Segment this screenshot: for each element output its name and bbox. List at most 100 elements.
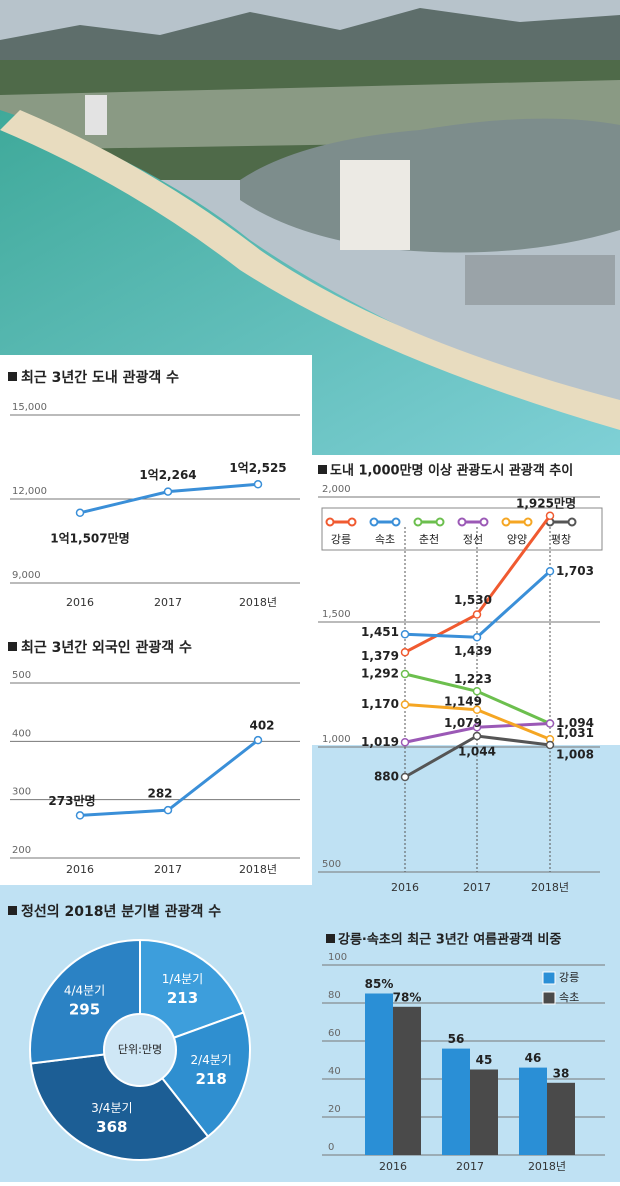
y-tick-label: 12,000: [12, 486, 47, 497]
slice-value: 218: [195, 1070, 226, 1088]
legend-label: 정선: [463, 533, 483, 546]
legend-swatch: [567, 517, 577, 527]
bar: [442, 1048, 470, 1155]
value-label: 1,292: [361, 667, 399, 681]
legend-label: 양양: [507, 533, 527, 546]
slice-value: 295: [69, 1001, 100, 1019]
y-tick-label: 400: [12, 728, 31, 739]
value-label: 38: [553, 1066, 570, 1080]
point: [400, 700, 410, 709]
value-label: 1,149: [444, 694, 482, 708]
legend-label: 강릉: [331, 533, 351, 546]
x-tick-label: 2017: [463, 881, 491, 894]
value-label: 1,008: [556, 748, 594, 762]
y-tick-label: 200: [12, 845, 31, 856]
value-label: 1,019: [361, 735, 399, 749]
bullet: [318, 465, 327, 474]
legend-swatch: [542, 971, 556, 985]
y-tick-label: 2,000: [322, 484, 351, 495]
slice-label: 3/4분기: [91, 1101, 132, 1115]
point: [400, 648, 410, 657]
chart-title: 최근 3년간 도내 관광객 수: [21, 369, 179, 386]
y-tick-label: 1,000: [322, 734, 351, 745]
legend-box: [321, 507, 603, 551]
value-label: 1억2,525: [229, 461, 286, 475]
y-tick-label: 15,000: [12, 402, 47, 413]
value-label: 1,170: [361, 697, 399, 711]
value-label: 1,031: [556, 726, 594, 740]
point: [472, 610, 482, 619]
bar: [547, 1082, 575, 1155]
pie-slice: [29, 1048, 210, 1161]
value-label: 1억2,264: [139, 468, 196, 482]
slice-label: 1/4분기: [162, 972, 203, 986]
slice-label: 2/4분기: [190, 1053, 231, 1067]
bar: [393, 1006, 421, 1155]
point: [472, 723, 482, 732]
value-label: 282: [147, 787, 172, 801]
y-tick-label: 500: [12, 670, 31, 681]
point: [75, 508, 85, 518]
point: [472, 705, 482, 714]
slice-value: 213: [167, 989, 198, 1007]
value-label: 1,094: [556, 716, 594, 730]
pie-slice: [139, 938, 245, 1052]
point: [545, 567, 555, 576]
slice-value: 368: [96, 1118, 127, 1136]
y-tick-label: 9,000: [12, 570, 41, 581]
point: [400, 772, 410, 782]
point: [472, 687, 482, 696]
legend-swatch: [347, 517, 357, 527]
legend-swatch: [501, 517, 511, 527]
legend-swatch: [457, 517, 467, 527]
point: [253, 735, 263, 745]
x-tick-label: 2016: [391, 881, 419, 894]
legend-swatch: [391, 517, 401, 527]
x-tick-label: 2018년: [528, 1160, 566, 1173]
point: [75, 811, 85, 820]
value-label: 1,703: [556, 564, 594, 578]
slice-label: 4/4분기: [64, 984, 105, 998]
value-label: 56: [448, 1032, 465, 1046]
bar: [470, 1069, 498, 1155]
value-label: 273만명: [48, 793, 95, 808]
x-tick-label: 2018년: [239, 596, 277, 609]
bullet: [326, 934, 335, 943]
x-tick-label: 2016: [379, 1160, 407, 1173]
unit-label: 단위:만명: [118, 1043, 162, 1056]
legend-swatch: [325, 517, 335, 527]
value-label: 45: [476, 1053, 493, 1067]
y-tick-label: 300: [12, 787, 31, 798]
legend-swatch: [542, 991, 556, 1005]
bullet: [8, 642, 17, 651]
y-tick-label: 40: [328, 1066, 341, 1077]
point: [400, 669, 410, 679]
panel: [312, 745, 620, 885]
y-tick-label: 60: [328, 1028, 341, 1039]
legend-swatch: [435, 517, 445, 527]
x-tick-label: 2018년: [239, 863, 277, 876]
chart-title: 도내 1,000만명 이상 관광도시 관광객 추이: [330, 463, 573, 479]
legend-swatch: [523, 517, 533, 527]
bullet: [8, 906, 17, 915]
pie-center: [103, 1013, 177, 1087]
x-tick-label: 2017: [154, 596, 182, 609]
value-label: 880: [374, 770, 399, 784]
panel: [312, 455, 620, 745]
bullet: [8, 372, 17, 381]
y-tick-label: 20: [328, 1104, 341, 1115]
value-label: 1,451: [361, 625, 399, 639]
value-label: 1,439: [454, 644, 492, 658]
y-tick-label: 100: [328, 952, 347, 963]
x-tick-label: 2016: [66, 863, 94, 876]
value-label: 78%: [393, 990, 422, 1004]
point: [472, 731, 482, 741]
point: [163, 805, 173, 815]
point: [545, 719, 555, 728]
value-label: 1,925만명: [516, 495, 576, 510]
point: [253, 480, 263, 489]
y-tick-label: 0: [328, 1142, 334, 1153]
chart-title: 최근 3년간 외국인 관광객 수: [21, 639, 192, 656]
value-label: 1,530: [454, 593, 492, 607]
